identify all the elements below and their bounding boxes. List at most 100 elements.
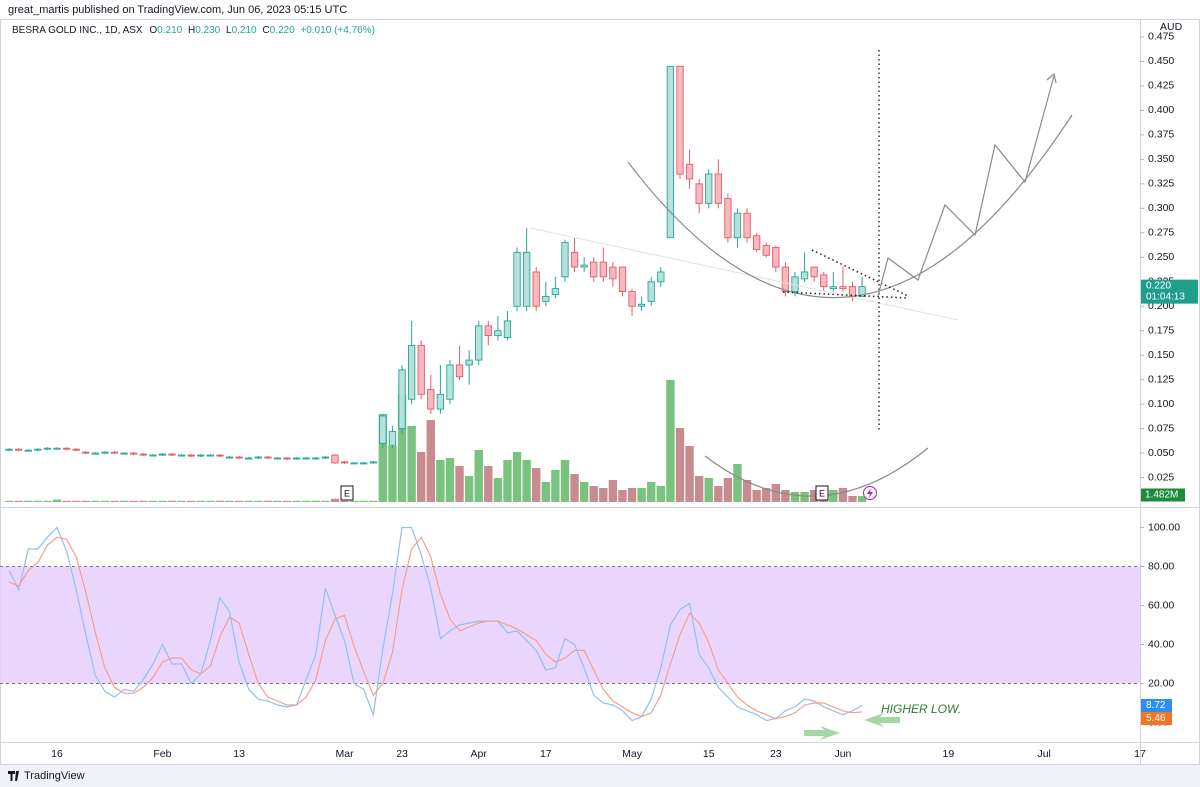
volume-bar: [378, 414, 388, 502]
volume-bar: [14, 500, 23, 502]
tag-layer: 0.0250.0500.0750.1000.1250.1500.1750.200…: [51, 31, 1198, 760]
volume-bar: [215, 500, 225, 502]
candle-body: [360, 462, 368, 465]
candle-body: [139, 453, 147, 456]
volume-bar: [196, 500, 205, 502]
volume-bar: [186, 500, 196, 502]
candle-body: [724, 198, 732, 239]
x-tick-label: 16: [51, 748, 63, 760]
legend-c-label: C: [262, 25, 269, 36]
volume-bar: [244, 500, 253, 502]
event-label: E: [344, 488, 350, 498]
candle-body: [225, 456, 234, 459]
candle-body: [705, 173, 713, 204]
volume-bar: [110, 500, 119, 502]
candle-body: [245, 457, 253, 460]
candle-body: [187, 454, 195, 457]
candle-body: [388, 431, 397, 446]
volume-bar: [436, 460, 445, 502]
volume-bar: [551, 470, 560, 502]
volume-bar: [541, 482, 551, 502]
volume-bar: [637, 488, 646, 502]
stoch-line: [8, 536, 863, 720]
candle-body: [743, 212, 751, 239]
volume-bar: [52, 499, 62, 502]
volume-bar: [599, 488, 608, 502]
candle-body: [264, 456, 272, 459]
candle-body: [753, 235, 761, 250]
volume-bar: [407, 426, 416, 502]
volume-bar: [685, 446, 694, 502]
candle-body: [273, 457, 282, 460]
candle-body: [810, 266, 818, 278]
volume-bar: [857, 496, 867, 502]
volume-bar: [292, 500, 301, 502]
candle-body: [62, 447, 71, 450]
candle-body: [216, 454, 224, 457]
volume-bar: [532, 468, 541, 502]
volume-bar: [417, 452, 426, 502]
volume-bar: [512, 452, 522, 502]
volume-bar: [206, 500, 215, 502]
candle-body: [43, 447, 52, 450]
volume-bar: [579, 482, 589, 502]
x-tick-label: Jun: [834, 748, 851, 760]
projection-arrowhead: [1046, 72, 1057, 84]
volume-bar: [119, 500, 129, 502]
volume-bar: [71, 500, 81, 502]
volume-bar: [282, 500, 292, 502]
candle-body: [676, 65, 684, 175]
candle-body: [82, 451, 90, 454]
y-tick-label: 0.425: [1148, 80, 1174, 92]
volume-bar: [100, 500, 110, 502]
candle-body: [561, 242, 569, 278]
candle-body: [177, 454, 186, 457]
volume-bar: [838, 488, 848, 502]
candle-body: [436, 393, 445, 410]
volume-bar: [24, 500, 33, 502]
x-tick-label: Jul: [1037, 748, 1050, 760]
y-tick-label: 0.250: [1148, 251, 1174, 263]
volume-bar: [340, 500, 349, 502]
stoch-line: [8, 526, 863, 722]
candle-body: [15, 448, 23, 451]
candle-body: [312, 457, 320, 460]
volume-bar: [369, 500, 378, 502]
brand-logo: [8, 771, 19, 781]
y-tick-label: 0.375: [1148, 129, 1174, 141]
volume-bar: [4, 500, 14, 502]
volume-bar: [426, 420, 435, 502]
candle-body: [503, 320, 512, 339]
volume-bar: [627, 488, 637, 502]
stoch-tag-box: [1141, 698, 1172, 712]
y-tick-label: 0.025: [1148, 471, 1174, 483]
candle-body: [168, 453, 176, 456]
legend-o-label: O: [149, 25, 157, 36]
candle-body: [570, 251, 579, 268]
candle-body: [455, 364, 464, 378]
candle-body: [53, 447, 61, 450]
symbol: BESRA GOLD INC., 1D, ASX: [12, 25, 143, 36]
y-tick-label: 100.00: [1148, 521, 1180, 533]
volume-bar: [62, 500, 71, 502]
volume-bar: [752, 490, 761, 502]
candle-body: [340, 461, 349, 464]
candle-body: [532, 271, 540, 307]
volume-bar: [733, 464, 742, 502]
footer-bar: [0, 765, 1200, 787]
volume-bar: [848, 496, 857, 502]
x-tick-label: 17: [1134, 748, 1146, 760]
candle-body: [206, 454, 215, 457]
volume-bar: [263, 500, 273, 502]
candle-body: [628, 291, 636, 307]
candle-body: [580, 264, 588, 268]
volume-bar: [91, 500, 100, 502]
candle-body: [321, 456, 330, 459]
candle-body: [657, 271, 665, 283]
candle-body: [762, 245, 770, 256]
candle-body: [446, 364, 454, 400]
volume-bar: [723, 478, 733, 502]
candle-body: [522, 251, 531, 307]
volume-bar: [790, 492, 800, 502]
